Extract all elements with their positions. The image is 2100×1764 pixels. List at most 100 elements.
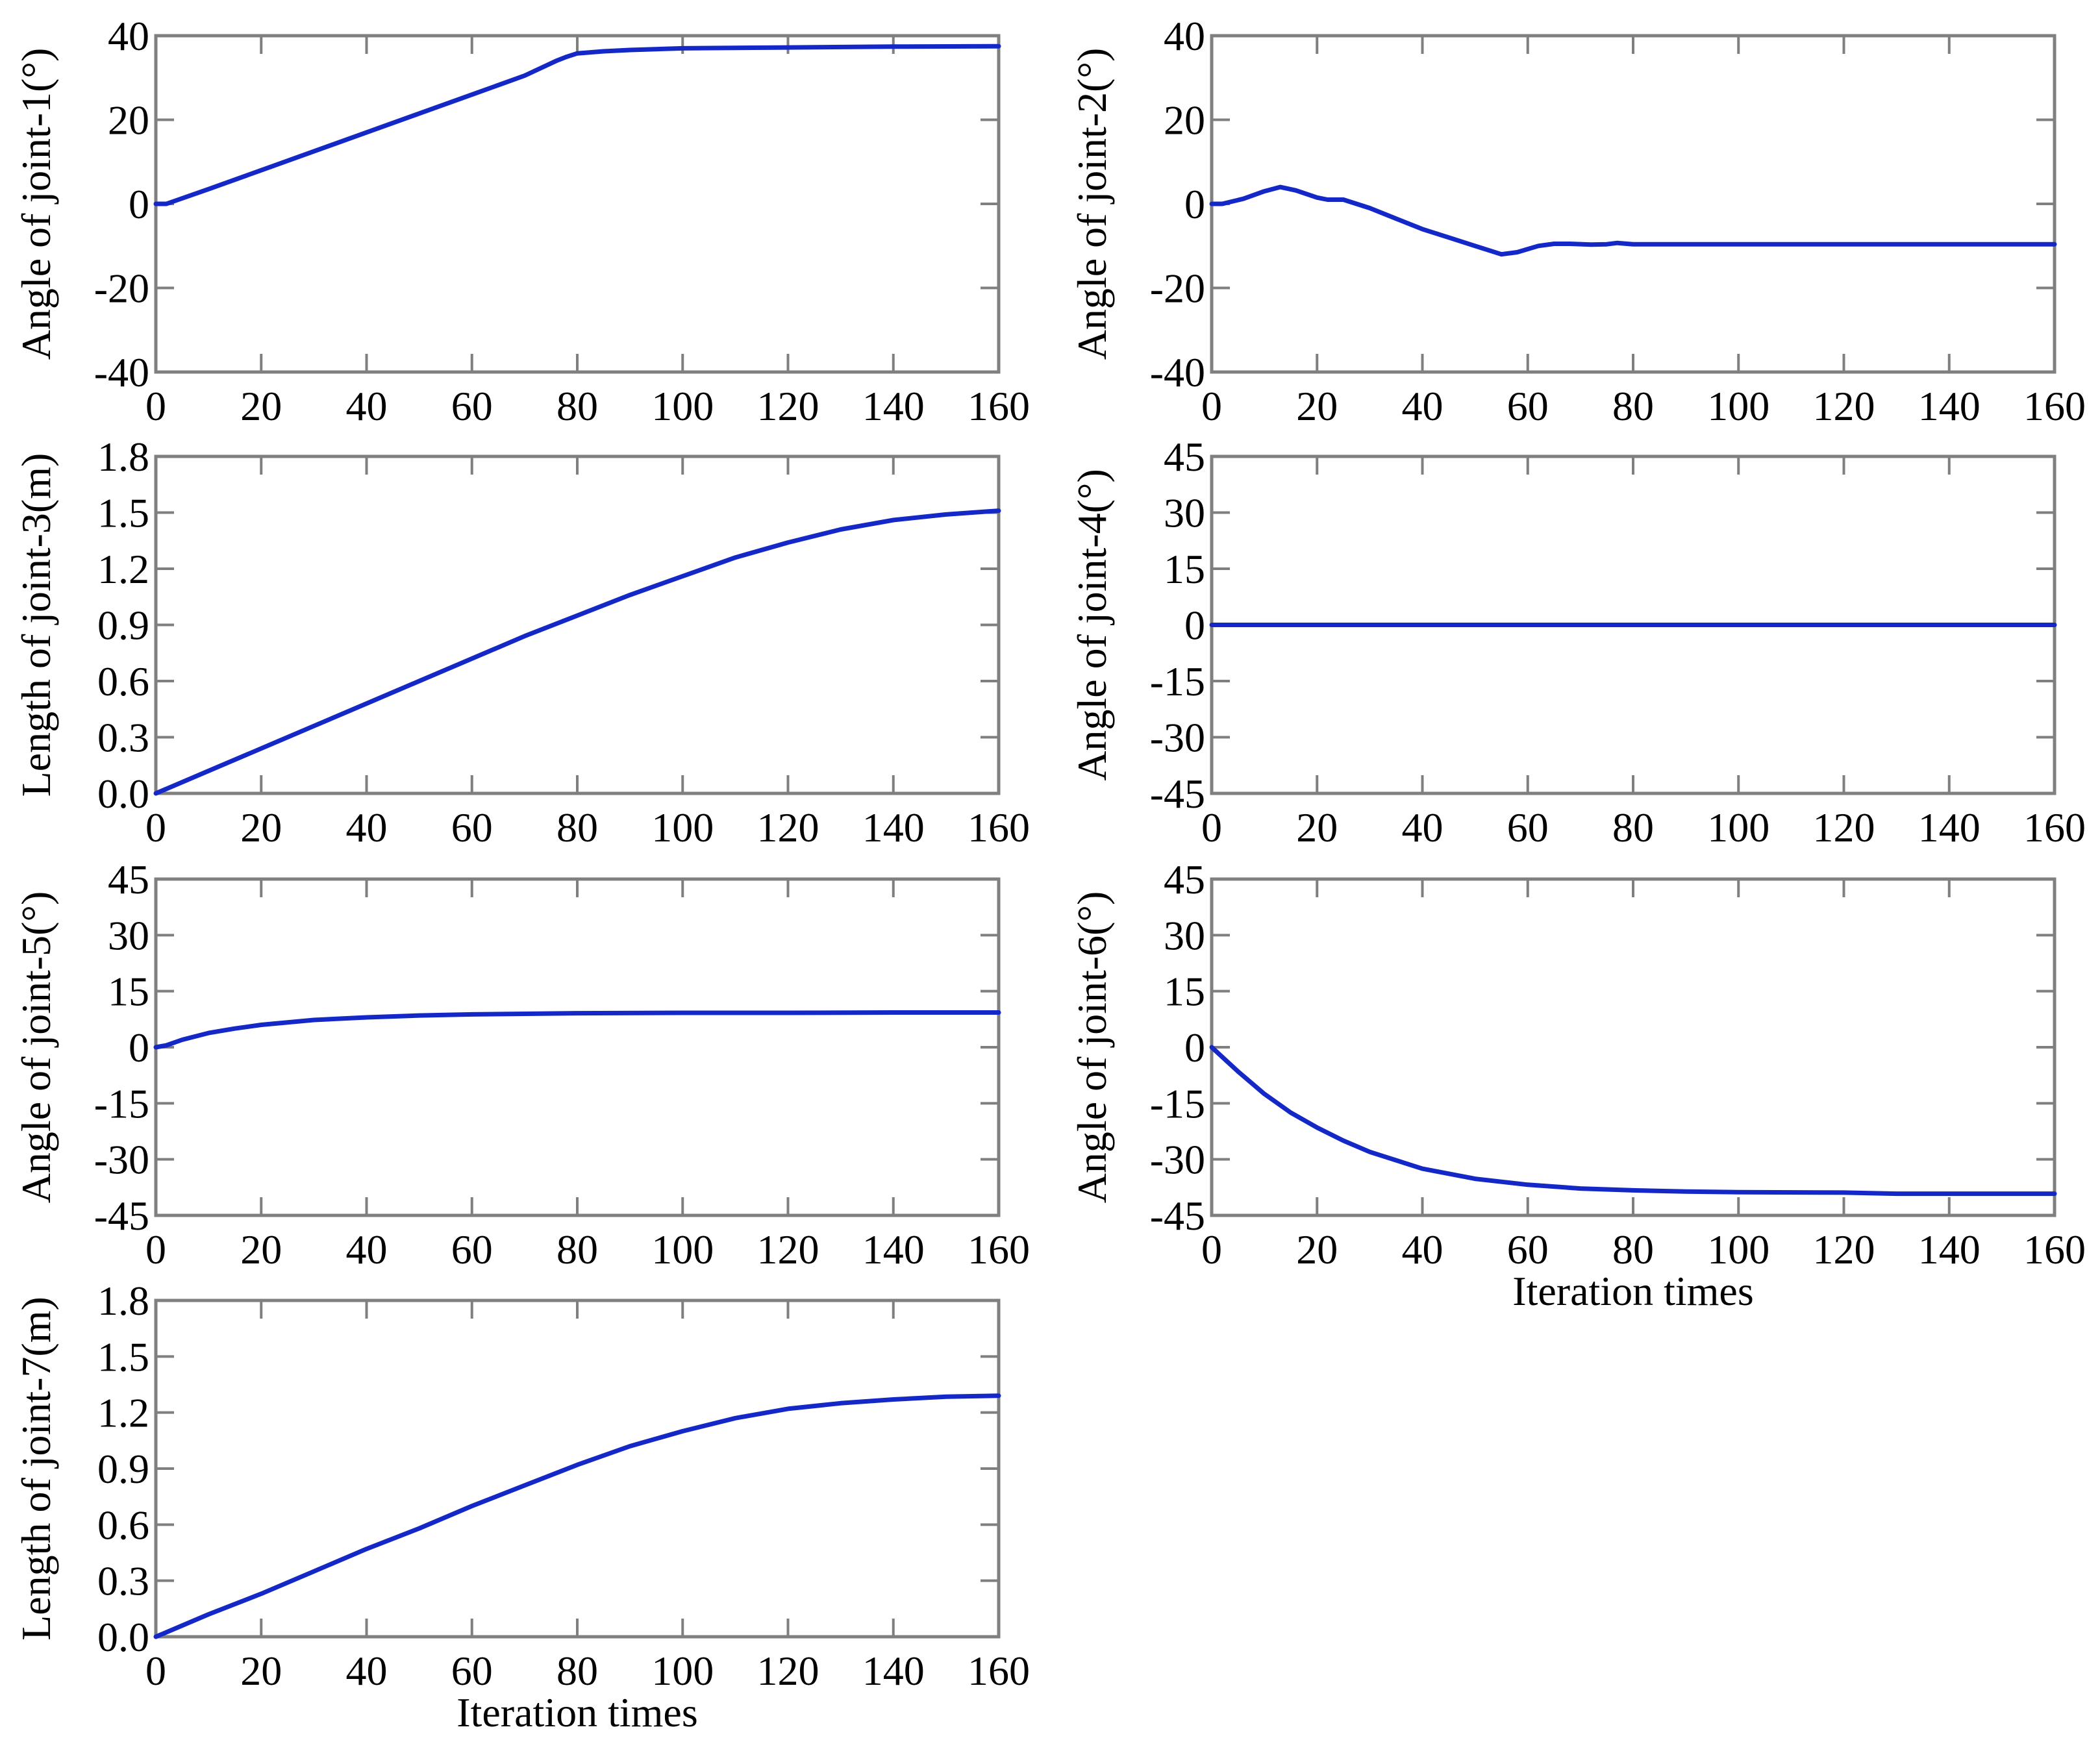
- series-line-joint-7: [153, 1393, 1001, 1639]
- y-tick-label: -15: [1150, 1080, 1205, 1126]
- x-tick-label: 120: [757, 1226, 819, 1273]
- plot-frame: [1210, 34, 2056, 374]
- x-tick-label: 140: [862, 1648, 925, 1694]
- x-tick-label: 60: [1507, 383, 1549, 429]
- y-tick-label: 0: [1184, 602, 1205, 649]
- y-axis-label: Angle of joint-1(°): [13, 48, 59, 360]
- y-tick-label: -40: [1150, 349, 1205, 395]
- y-tick-label: 1.2: [97, 1390, 149, 1436]
- chart-panel-joint-3: 0.0 0.3 0.6 0.9 1.2 1.5 1.8 0 20 40 60 80 100 120 140 1…: [13, 434, 1030, 851]
- x-tick-label: 160: [968, 1648, 1030, 1694]
- x-tick-label: 100: [1707, 383, 1769, 429]
- x-tick-label: 0: [145, 1648, 166, 1694]
- y-tick-label: 0.9: [97, 1446, 149, 1492]
- x-tick-label: 80: [556, 1226, 598, 1273]
- x-tick-label: 60: [1507, 804, 1549, 851]
- y-tick-label: 0.0: [97, 1614, 149, 1660]
- x-tick-label: 60: [451, 1648, 493, 1694]
- y-tick-label: 0: [129, 181, 149, 227]
- y-tick-label: 0.0: [97, 771, 149, 817]
- y-tick-label: -30: [1150, 1137, 1205, 1183]
- x-tick-label: 40: [1402, 804, 1444, 851]
- y-tick-label: 40: [108, 13, 149, 59]
- series-line-joint-2: [1209, 184, 2057, 257]
- y-tick-label: 1.5: [97, 1334, 149, 1380]
- x-tick-label: 100: [651, 1226, 714, 1273]
- x-tick-label: 20: [240, 1648, 282, 1694]
- y-tick-label: 45: [1164, 856, 1205, 902]
- x-tick-label: 160: [2023, 383, 2086, 429]
- y-tick-label: 45: [108, 856, 149, 902]
- x-tick-label: 40: [1402, 383, 1444, 429]
- x-tick-label: 0: [145, 1226, 166, 1273]
- x-tick-label: 120: [1813, 1226, 1875, 1273]
- plot-frame: [154, 454, 1001, 795]
- y-tick-label: 0.6: [97, 658, 149, 704]
- plot-frame: [154, 1298, 1001, 1639]
- chart-panel-joint-4: -45 -30 -15 0 15 30 45 0 20 40 60 80 100 120 140 160 Ang…: [1069, 434, 2086, 851]
- x-tick-label: 80: [556, 804, 598, 851]
- x-tick-label: 60: [451, 383, 493, 429]
- y-tick-label: 30: [1164, 912, 1205, 958]
- y-tick-label: 0: [129, 1025, 149, 1071]
- y-tick-label: -30: [94, 1137, 149, 1183]
- plot-frame: [154, 877, 1001, 1217]
- x-tick-label: 80: [556, 1648, 598, 1694]
- x-tick-label: 80: [1612, 804, 1654, 851]
- x-tick-label: 20: [1296, 1226, 1338, 1273]
- y-tick-label: 15: [1164, 546, 1205, 592]
- series-line-joint-3: [153, 508, 1001, 796]
- series-line-joint-5: [153, 1010, 1001, 1050]
- y-tick-label: 1.5: [97, 490, 149, 536]
- series-line-joint-1: [153, 43, 1001, 206]
- y-tick-label: 15: [1164, 969, 1205, 1015]
- y-tick-label: 0: [1184, 181, 1205, 227]
- y-tick-label: 1.8: [97, 1278, 149, 1324]
- x-tick-label: 100: [1707, 804, 1769, 851]
- x-tick-label: 100: [1707, 1226, 1769, 1273]
- x-tick-label: 120: [1813, 804, 1875, 851]
- x-tick-label: 160: [968, 1226, 1030, 1273]
- x-tick-label: 80: [556, 383, 598, 429]
- x-tick-label: 0: [1201, 383, 1222, 429]
- y-tick-label: -30: [1150, 715, 1205, 761]
- y-tick-label: 20: [1164, 97, 1205, 143]
- x-tick-label: 40: [346, 383, 388, 429]
- y-tick-label: -45: [1150, 1193, 1205, 1239]
- y-tick-label: -15: [94, 1080, 149, 1126]
- x-tick-label: 40: [346, 1648, 388, 1694]
- y-tick-label: -20: [1150, 266, 1205, 312]
- y-tick-label: -40: [94, 349, 149, 395]
- y-axis-label: Angle of joint-5(°): [13, 891, 59, 1204]
- x-tick-label: 140: [1918, 383, 1981, 429]
- y-tick-label: 40: [1164, 13, 1205, 59]
- y-tick-label: -45: [1150, 771, 1205, 817]
- y-axis-label: Angle of joint-6(°): [1069, 891, 1115, 1204]
- y-tick-label: 0: [1184, 1025, 1205, 1071]
- y-tick-label: 0.6: [97, 1502, 149, 1548]
- x-tick-label: 140: [862, 1226, 925, 1273]
- x-tick-label: 80: [1612, 383, 1654, 429]
- x-tick-label: 100: [651, 1648, 714, 1694]
- y-axis-label: Length of joint-3(m): [13, 453, 59, 797]
- x-tick-label: 80: [1612, 1226, 1654, 1273]
- x-tick-label: 140: [1918, 804, 1981, 851]
- y-tick-label: 0.9: [97, 602, 149, 649]
- chart-panel-joint-7: 0.0 0.3 0.6 0.9 1.2 1.5 1.8 0 20 40 60 80 100 120 140 1…: [13, 1278, 1030, 1735]
- x-tick-label: 0: [1201, 1226, 1222, 1273]
- y-axis-label: Angle of joint-4(°): [1069, 469, 1115, 781]
- x-tick-label: 120: [1813, 383, 1875, 429]
- x-tick-label: 20: [240, 1226, 282, 1273]
- x-tick-label: 140: [862, 804, 925, 851]
- y-tick-label: 30: [1164, 490, 1205, 536]
- y-tick-label: 45: [1164, 434, 1205, 480]
- chart-panel-joint-1: -40 -20 0 20 40 0 20 40 60 80 100 120 140 160 Angle of…: [13, 13, 1030, 429]
- plot-frame: [154, 34, 1001, 374]
- plot-frame: [1210, 877, 2056, 1217]
- x-tick-label: 120: [757, 383, 819, 429]
- y-tick-label: 1.8: [97, 434, 149, 480]
- x-tick-label: 100: [651, 804, 714, 851]
- x-tick-label: 120: [757, 1648, 819, 1694]
- y-tick-label: -45: [94, 1193, 149, 1239]
